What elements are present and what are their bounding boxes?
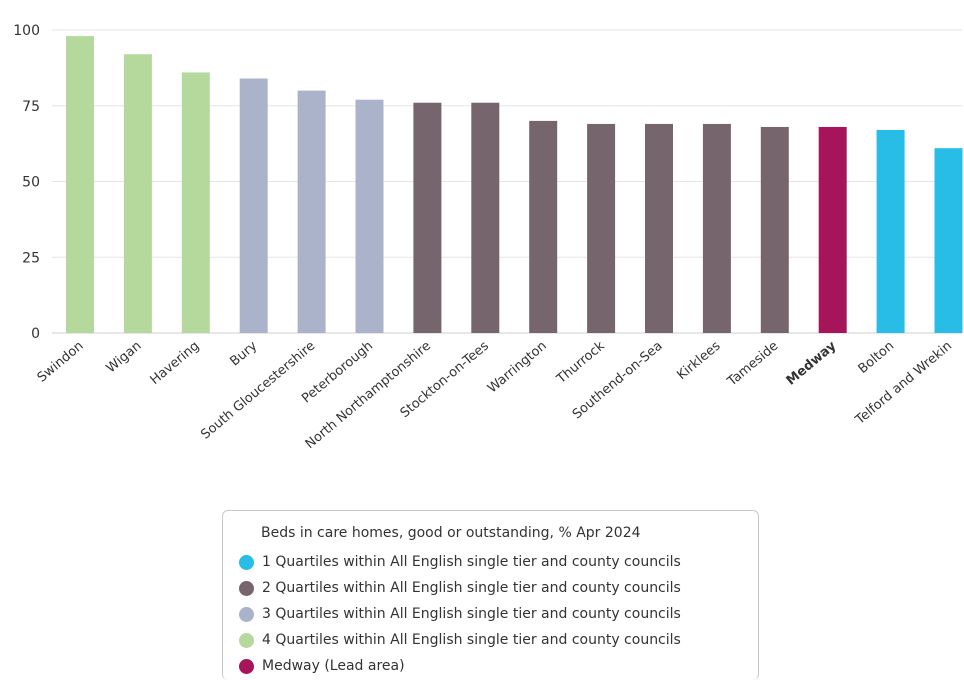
legend: Beds in care homes, good or outstanding,…: [222, 510, 759, 680]
legend-label: 3 Quartiles within All English single ti…: [262, 606, 681, 622]
bar-warrington[interactable]: [529, 120, 558, 334]
legend-item-lead[interactable]: Medway (Lead area): [239, 653, 758, 679]
legend-label: 2 Quartiles within All English single ti…: [262, 580, 681, 596]
bar-havering[interactable]: [181, 72, 210, 334]
bar-kirklees[interactable]: [702, 123, 731, 334]
bar-south-gloucestershire[interactable]: [297, 90, 326, 333]
legend-item-q3[interactable]: 3 Quartiles within All English single ti…: [239, 601, 758, 627]
legend-title: Beds in care homes, good or outstanding,…: [261, 525, 641, 541]
x-tick-label: Warrington: [485, 339, 550, 397]
legend-swatch: [239, 554, 254, 570]
legend-swatch: [239, 632, 254, 648]
bar-peterborough[interactable]: [355, 99, 384, 333]
y-tick-label: 75: [22, 99, 40, 115]
bar-bury[interactable]: [239, 78, 268, 333]
bar-north-northamptonshire[interactable]: [413, 102, 442, 333]
bar-medway[interactable]: [818, 126, 847, 334]
y-tick-label: 50: [22, 175, 40, 191]
bar-bolton[interactable]: [876, 129, 905, 333]
x-tick-label: Kirklees: [674, 338, 723, 383]
x-tick-label: South Gloucestershire: [198, 339, 318, 443]
bar-tameside[interactable]: [760, 126, 789, 334]
legend-label: 4 Quartiles within All English single ti…: [262, 632, 681, 648]
legend-item-q4[interactable]: 4 Quartiles within All English single ti…: [239, 627, 758, 653]
x-tick-label: Medway: [784, 338, 840, 388]
legend-swatch: [239, 580, 254, 596]
bar-thurrock[interactable]: [587, 123, 616, 334]
bar-stockton-on-tees[interactable]: [471, 102, 500, 333]
x-tick-label: Havering: [148, 339, 203, 388]
legend-label: 1 Quartiles within All English single ti…: [262, 554, 681, 570]
bars: [66, 36, 963, 334]
legend-item-q1[interactable]: 1 Quartiles within All English single ti…: [239, 549, 758, 575]
bar-chart: 0 25 50 75 100 Swindon Wigan Havering BurySouth…: [13, 23, 963, 452]
legend-item-q2[interactable]: 2 Quartiles within All English single ti…: [239, 575, 758, 601]
y-tick-label: 0: [31, 326, 40, 342]
x-tick-label: Telford and Wrekin: [852, 339, 955, 429]
y-tick-label: 100: [13, 23, 40, 39]
legend-swatch: [239, 606, 254, 622]
legend-items: 1 Quartiles within All English single ti…: [239, 549, 758, 679]
x-tick-label: Tameside: [724, 339, 781, 390]
bar-telford-and-wrekin[interactable]: [934, 148, 963, 333]
bar-wigan[interactable]: [123, 54, 152, 334]
bar-southend-on-sea[interactable]: [645, 123, 673, 334]
legend-swatch: [239, 658, 254, 674]
bar-swindon[interactable]: [66, 36, 94, 334]
x-tick-label: Wigan: [104, 339, 145, 377]
y-axis-ticks: 0 25 50 75 100: [13, 23, 40, 342]
legend-label: Medway (Lead area): [262, 658, 405, 674]
x-tick-label: Bolton: [856, 339, 898, 377]
x-tick-label: Swindon: [35, 339, 87, 386]
x-tick-label: Bury: [227, 338, 260, 369]
x-tick-label: Thurrock: [553, 338, 608, 387]
y-tick-label: 25: [22, 250, 40, 266]
